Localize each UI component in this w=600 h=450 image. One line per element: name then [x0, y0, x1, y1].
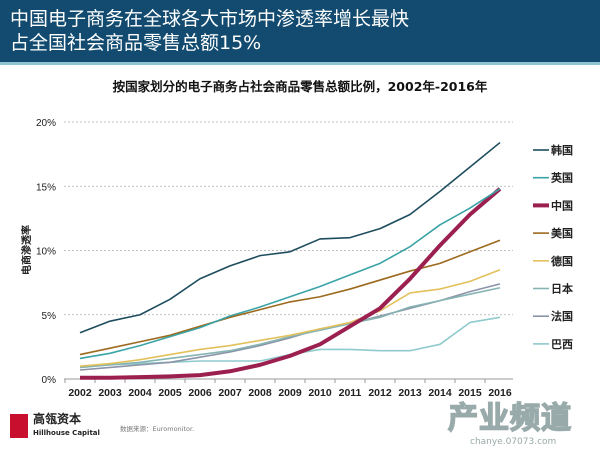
x-tick-label: 2014 — [428, 387, 452, 399]
x-tick-label: 2013 — [398, 387, 422, 399]
x-tick-label: 2006 — [188, 387, 212, 399]
y-tick-label: 0% — [42, 375, 57, 386]
legend-label: 巴西 — [551, 338, 573, 351]
y-tick-label: 10% — [36, 247, 56, 258]
x-tick-label: 2012 — [368, 387, 392, 399]
x-tick-label: 2011 — [339, 387, 362, 399]
legend-label: 美国 — [551, 226, 573, 240]
brand-name: 高瓴资本 — [33, 412, 82, 426]
series-line-美国 — [79, 239, 501, 356]
x-tick-label: 2007 — [218, 387, 242, 399]
series-line-中国 — [80, 187, 502, 380]
legend-label: 日本 — [551, 282, 573, 296]
y-tick-label: 20% — [36, 118, 56, 129]
headline-line-1: 中国电子商务在全球各大市场中渗透率增长最快 — [10, 8, 410, 30]
x-tick-label: 2008 — [248, 387, 272, 399]
y-axis-label: 电商渗透率 — [20, 225, 33, 275]
y-tick-label: 15% — [36, 182, 56, 193]
legend-label: 韩国 — [551, 143, 573, 157]
chart-title: 按国家划分的电子商务占社会商品零售总额比例，2002年-2016年 — [112, 79, 488, 94]
legend-label: 英国 — [550, 171, 573, 185]
x-tick-label: 2003 — [98, 387, 122, 399]
x-tick-label: 2004 — [128, 387, 152, 399]
legend-label: 中国 — [551, 198, 573, 212]
brand-name-en: Hillhouse Capital — [33, 429, 100, 437]
hillhouse-logo — [10, 414, 28, 438]
watermark: 产业频道 — [447, 401, 572, 436]
legend-label: 德国 — [550, 254, 573, 268]
headline-line-2: 占全国社会商品零售总额15% — [10, 32, 262, 54]
x-tick-label: 2016 — [488, 387, 512, 399]
series-line-日本 — [79, 286, 501, 369]
watermark-url: chanye.07073.com — [470, 437, 557, 447]
x-tick-label: 2002 — [68, 387, 92, 399]
x-tick-label: 2009 — [278, 387, 302, 399]
series-line-韩国 — [79, 141, 501, 334]
x-tick-label: 2015 — [458, 387, 482, 399]
series-line-德国 — [79, 269, 501, 367]
x-tick-label: 2010 — [308, 387, 332, 399]
data-source: 数据来源：Euromonitor. — [120, 425, 195, 433]
legend-label: 法国 — [551, 309, 573, 323]
y-tick-label: 5% — [42, 311, 57, 322]
header-banner: 中国电子商务在全球各大市场中渗透率增长最快 占全国社会商品零售总额15% — [0, 0, 600, 65]
series-line-英国 — [79, 188, 501, 360]
x-tick-label: 2005 — [158, 387, 182, 399]
